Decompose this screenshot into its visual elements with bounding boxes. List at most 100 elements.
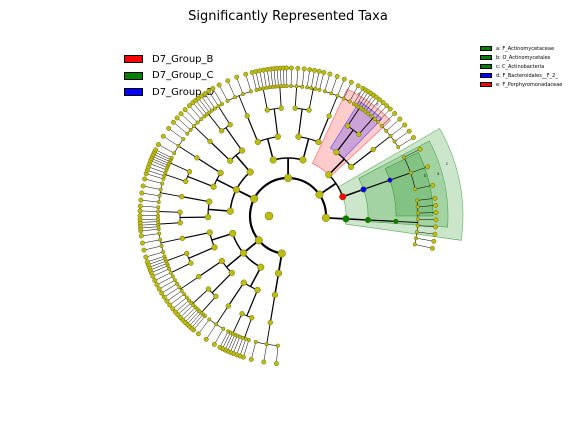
tree-node (264, 342, 269, 347)
tree-node (295, 65, 301, 71)
tree-node (137, 213, 143, 219)
tree-node (216, 104, 221, 109)
tree-branch (270, 68, 274, 87)
tree-node (277, 249, 286, 258)
tree-branch (200, 296, 217, 314)
tree-branch (227, 80, 236, 98)
tree-node (160, 181, 165, 186)
tree-node (261, 359, 267, 365)
tree-branch (152, 156, 170, 164)
tree-node (233, 95, 238, 100)
tree-node (384, 103, 390, 109)
tree-node (217, 169, 224, 177)
legend-item-group-b: D7_Group_B (124, 51, 214, 68)
tree-node (347, 163, 355, 170)
legend-label: c: C_Actinobacteria (496, 63, 545, 70)
tree-node (243, 71, 249, 77)
tree-branch (226, 252, 244, 268)
tree-node (188, 127, 193, 132)
tree-node (240, 279, 247, 286)
tree-branch (178, 145, 198, 159)
tree-branch (193, 315, 206, 331)
tree-node (174, 115, 180, 121)
tree-branch (374, 105, 387, 120)
tree-branch (198, 98, 210, 113)
tree-node (317, 87, 322, 92)
tree-branch (149, 260, 167, 268)
tree-node (392, 139, 397, 144)
tree-branch (158, 144, 175, 154)
tree-branch (180, 113, 195, 127)
tree-node (172, 151, 177, 156)
tree-node (431, 238, 437, 244)
tree-node (339, 193, 347, 201)
tree-branch (335, 129, 354, 153)
root-node (264, 211, 274, 221)
tree-node (309, 86, 314, 91)
clade-label-a: a (437, 171, 440, 176)
tree-branch (188, 246, 215, 259)
legend-item-group-d: D7_Group_D (124, 84, 214, 101)
tree-node (188, 260, 194, 266)
tree-node (250, 194, 259, 203)
tree-branch (154, 272, 172, 281)
taxa-legend-item-c: c: C_Actinobacteria (480, 62, 562, 71)
tree-branch (218, 84, 228, 102)
tree-node (278, 105, 284, 111)
tree-node (425, 164, 431, 170)
tree-node (182, 292, 187, 297)
tree-node (206, 229, 213, 236)
tree-node (184, 295, 189, 300)
tree-branch (193, 125, 211, 142)
tree-node (274, 133, 281, 140)
tree-branch (212, 88, 223, 105)
tree-node (210, 86, 216, 91)
tree-node (307, 67, 313, 73)
tree-branch (273, 68, 276, 87)
tree-node (239, 249, 247, 257)
clade-label-b: b (424, 173, 427, 178)
tree-node (254, 286, 261, 294)
tree-node (186, 169, 193, 175)
tree-branch (273, 108, 279, 137)
tree-branch (239, 338, 247, 357)
tree-node (432, 231, 438, 237)
tree-node (295, 133, 302, 140)
tree-branch (140, 210, 159, 212)
tree-node (203, 336, 209, 342)
tree-branch (276, 345, 279, 364)
tree-branch (147, 170, 165, 177)
tree-node (413, 187, 418, 192)
tree-branch (164, 287, 180, 298)
tree-node (335, 93, 340, 98)
tree-node (161, 250, 166, 255)
tree-branch (182, 231, 210, 239)
tree-branch (195, 100, 208, 115)
tree-branch (180, 304, 194, 318)
legend-swatch (480, 64, 492, 69)
tree-branch (219, 331, 229, 348)
tree-branch (169, 162, 190, 173)
tree-node (172, 278, 177, 283)
tree-node (366, 111, 371, 116)
tree-branch (345, 218, 368, 221)
tree-node (218, 128, 225, 134)
tree-node (325, 171, 333, 179)
tree-node (158, 187, 163, 192)
tree-node (433, 203, 439, 208)
tree-node (226, 207, 234, 215)
tree-node (157, 193, 162, 198)
tree-node (155, 142, 161, 147)
tree-branch (394, 130, 410, 142)
taxa-legend: a: F_Actinomycetaceae b: O_Actinomycetal… (480, 44, 562, 89)
tree-branch (415, 185, 433, 190)
tree-branch (211, 232, 233, 241)
tree-branch (246, 115, 259, 143)
tree-node (315, 138, 322, 146)
tree-branch (266, 138, 274, 161)
tree-node (306, 107, 312, 113)
tree-node (169, 270, 174, 275)
tree-branch (225, 127, 243, 151)
tree-node (143, 254, 149, 260)
legend-swatch (124, 55, 143, 64)
